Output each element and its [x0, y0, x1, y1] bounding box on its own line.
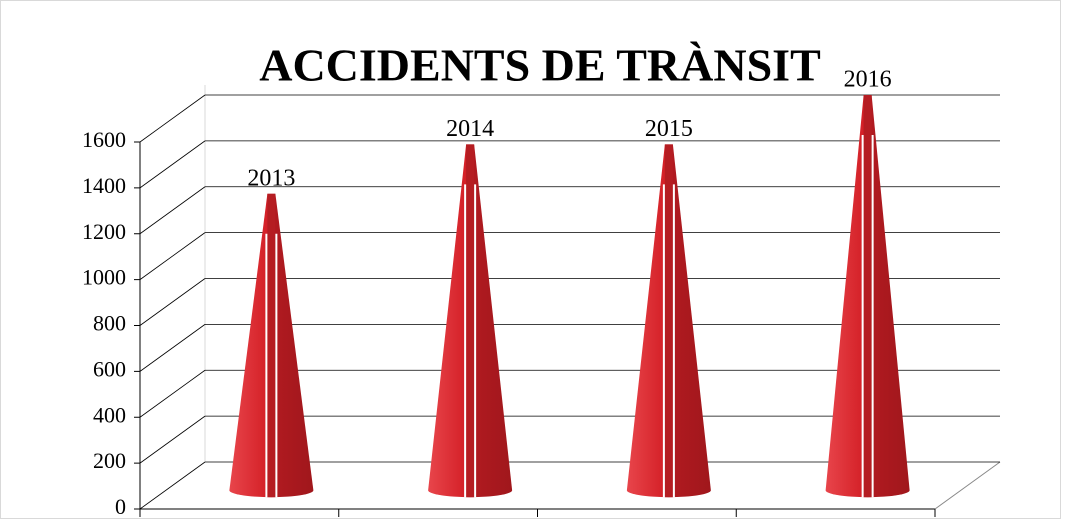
floor-right	[934, 461, 1001, 510]
grid-line-side	[139, 461, 206, 510]
grid-line-side	[139, 232, 206, 280]
data-label: 2013	[247, 165, 295, 191]
y-tick-label: 1000	[82, 265, 126, 290]
cone-slit	[664, 144, 673, 498]
grid-line-side	[139, 94, 206, 143]
y-tick-label: 400	[93, 402, 126, 427]
y-tick-label: 600	[93, 356, 126, 381]
grid-line-side	[139, 140, 206, 189]
cone-slit	[267, 193, 276, 498]
y-tick-label: 200	[93, 448, 126, 473]
y-tick-label: 1200	[82, 219, 126, 244]
cone	[825, 95, 910, 498]
grid-line-side	[139, 324, 206, 372]
grid-line-side	[139, 369, 206, 418]
data-label: 2015	[645, 116, 693, 142]
grid-line-side	[139, 278, 206, 326]
y-tick-label: 0	[115, 494, 126, 519]
y-tick-label: 1600	[82, 127, 126, 152]
cone	[428, 144, 513, 498]
grid-line-side	[139, 186, 206, 235]
cone	[626, 144, 711, 498]
cone	[229, 193, 314, 498]
data-label: 2014	[446, 116, 494, 142]
cone-slit	[863, 95, 872, 498]
chart-title: ACCIDENTS DE TRÀNSIT	[259, 40, 821, 91]
cone-slit	[466, 144, 475, 498]
data-label: 2016	[844, 67, 892, 93]
y-tick-label: 1400	[82, 173, 126, 198]
y-tick-label: 800	[93, 311, 126, 336]
grid-line-side	[139, 415, 206, 464]
